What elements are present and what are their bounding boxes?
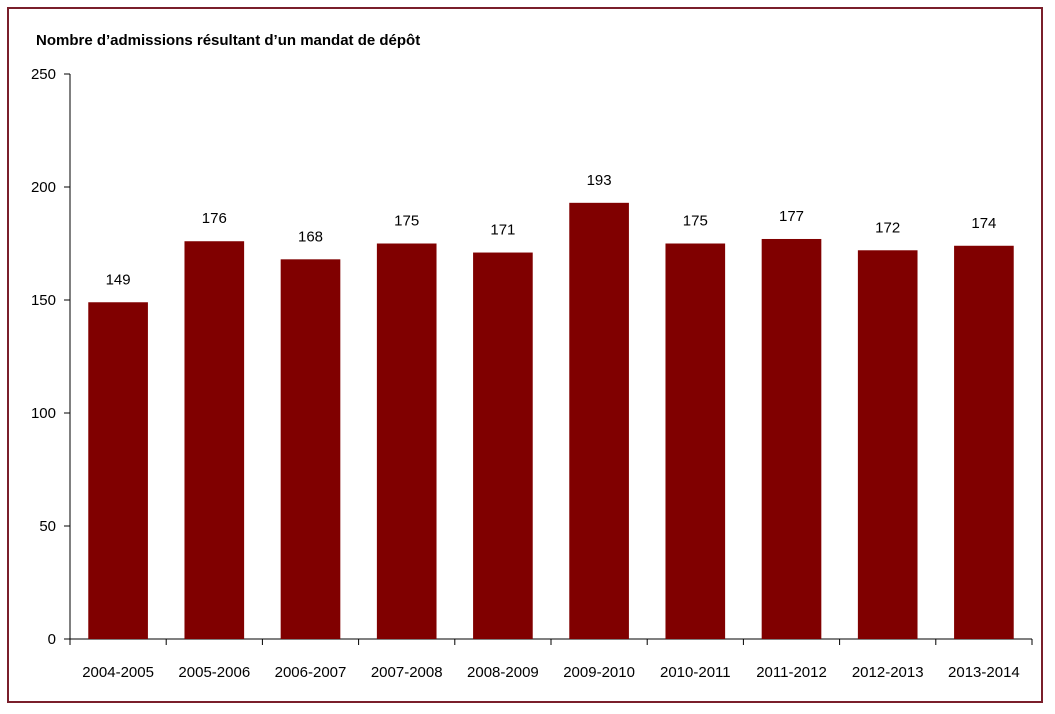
bar: [88, 302, 148, 639]
x-tick-label: 2008-2009: [467, 664, 539, 681]
bar-value-label: 168: [298, 228, 323, 245]
x-tick-label: 2009-2010: [563, 664, 635, 681]
bar-value-label: 175: [683, 213, 708, 230]
y-axis: 0 50 100 150 200 250: [31, 66, 71, 648]
x-tick-label: 2011-2012: [756, 664, 827, 681]
y-tick-label: 200: [31, 179, 56, 196]
bar-value-label: 193: [587, 172, 612, 189]
bar-value-label: 171: [490, 222, 515, 239]
y-tick-label: 50: [39, 518, 56, 535]
bar: [665, 243, 726, 639]
y-tick-label: 150: [31, 292, 56, 309]
y-tick-label: 100: [31, 405, 56, 422]
data-labels: 149 176 168 175 171 193 175 177 172 174: [106, 172, 997, 288]
bar: [954, 245, 1014, 639]
bar-value-label: 176: [202, 210, 227, 227]
x-tick-label: 2005-2006: [178, 664, 250, 681]
bar-value-label: 174: [971, 215, 996, 232]
bars: [88, 202, 1014, 640]
bar-value-label: 177: [779, 208, 804, 225]
x-tick-label: 2012-2013: [852, 664, 924, 681]
bar-value-label: 149: [106, 271, 131, 288]
x-tick-label: 2006-2007: [275, 664, 347, 681]
x-tick-label: 2004-2005: [82, 664, 154, 681]
chart-title: Nombre d’admissions résultant d’un manda…: [36, 32, 421, 49]
x-tick-label: 2007-2008: [371, 664, 443, 681]
bar: [280, 259, 341, 639]
y-tick-label: 250: [31, 66, 56, 83]
x-tick-label: 2010-2011: [660, 664, 731, 681]
bar: [376, 243, 437, 639]
bar: [473, 252, 533, 640]
x-axis: 2004-2005 2005-2006 2006-2007 2007-2008 2008…: [69, 638, 1033, 681]
y-tick-label: 0: [48, 631, 56, 648]
x-tick-label: 2013-2014: [948, 664, 1020, 681]
bar-value-label: 175: [394, 213, 419, 230]
bar-value-label: 172: [875, 219, 900, 236]
bar: [857, 250, 918, 639]
bar: [569, 202, 629, 639]
bar: [184, 241, 245, 640]
bar: [761, 238, 822, 640]
